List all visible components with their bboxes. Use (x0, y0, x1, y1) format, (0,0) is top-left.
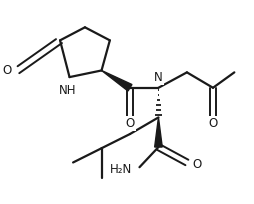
Text: O: O (208, 117, 218, 130)
Polygon shape (155, 118, 162, 147)
Text: NH: NH (58, 84, 76, 97)
Text: O: O (193, 158, 202, 171)
Text: H₂N: H₂N (110, 163, 132, 176)
Text: N: N (154, 71, 163, 84)
Polygon shape (102, 70, 132, 91)
Text: O: O (2, 64, 11, 77)
Text: O: O (125, 117, 135, 130)
